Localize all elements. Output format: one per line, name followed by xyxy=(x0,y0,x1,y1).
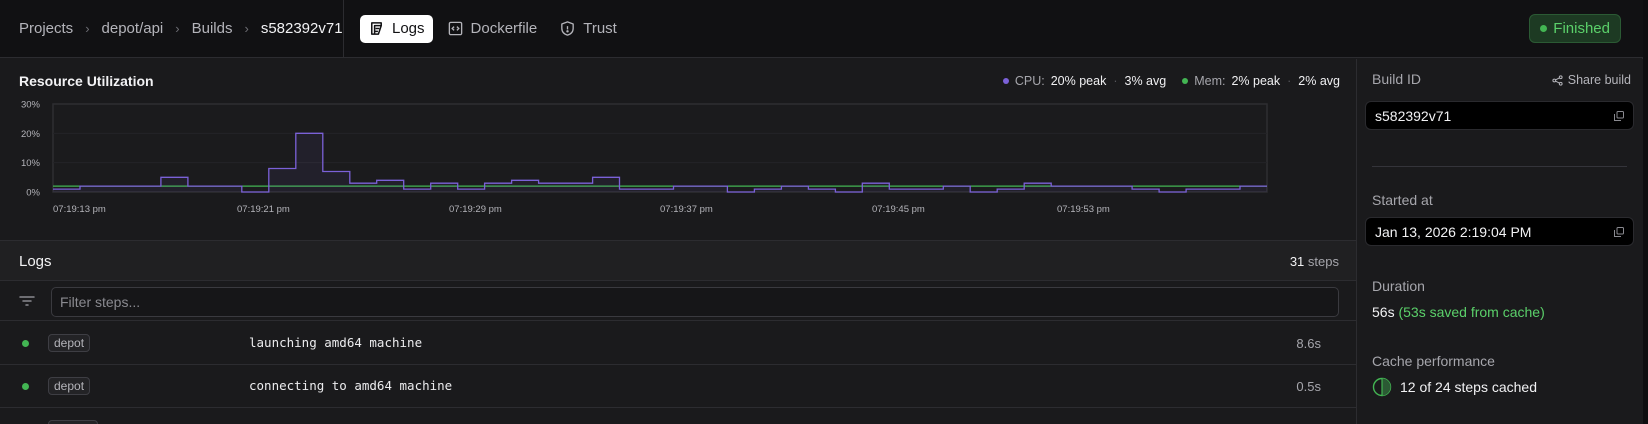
duration-total: 56s xyxy=(1372,304,1395,320)
svg-text:07:19:37 pm: 07:19:37 pm xyxy=(660,204,713,215)
svg-text:07:19:29 pm: 07:19:29 pm xyxy=(449,204,502,215)
breadcrumb-current-build: s582392v71 xyxy=(260,20,343,37)
separator-dot: · xyxy=(1287,74,1292,88)
copy-icon[interactable] xyxy=(1613,226,1625,238)
tab-dockerfile[interactable]: Dockerfile xyxy=(439,15,546,43)
chevron-right-icon: › xyxy=(244,21,249,36)
chart-title: Resource Utilization xyxy=(19,73,154,89)
legend-cpu-peak: 20% peak xyxy=(1050,74,1107,88)
status-badge: Finished xyxy=(1529,14,1621,43)
log-step-duration: 0.5s xyxy=(1296,379,1321,394)
duration-saved: (53s saved from cache) xyxy=(1398,304,1545,320)
resource-utilization-panel: Resource Utilization CPU: 20% peak · 3% … xyxy=(0,59,1356,241)
svg-text:07:19:13 pm: 07:19:13 pm xyxy=(53,204,106,215)
chevron-right-icon: › xyxy=(175,21,180,36)
breadcrumb-project[interactable]: depot/api xyxy=(101,20,164,37)
legend-cpu: CPU: 20% peak · 3% avg xyxy=(1002,74,1167,88)
cpu-dot-icon xyxy=(1002,78,1009,84)
source-badge: depot xyxy=(48,377,91,395)
shield-icon xyxy=(561,21,575,36)
source-badge: depot xyxy=(48,334,91,352)
source-badge xyxy=(48,420,98,424)
cache-text: 12 of 24 steps cached xyxy=(1400,379,1537,395)
cache-performance-label: Cache performance xyxy=(1372,353,1495,369)
tab-trust-label: Trust xyxy=(583,20,617,37)
legend-mem-peak: 2% peak xyxy=(1231,74,1281,88)
top-bar: Projects › depot/api › Builds › s582392v… xyxy=(0,0,1643,58)
share-icon xyxy=(1552,74,1563,86)
success-dot-icon xyxy=(22,340,29,347)
steps-count: 31 steps xyxy=(1290,254,1339,269)
svg-text:07:19:21 pm: 07:19:21 pm xyxy=(237,204,290,215)
duration-label: Duration xyxy=(1372,278,1425,294)
tab-trust[interactable]: Trust xyxy=(551,15,625,43)
chevron-right-icon: › xyxy=(85,21,90,36)
code-icon xyxy=(448,21,462,36)
steps-count-number: 31 xyxy=(1289,254,1305,269)
copy-icon[interactable] xyxy=(1613,110,1625,122)
legend-cpu-label: CPU: xyxy=(1014,74,1045,88)
chart-legend: CPU: 20% peak · 3% avg Mem: 2% peak · 2%… xyxy=(1002,74,1340,88)
build-id-value: s582392v71 xyxy=(1375,107,1452,124)
divider xyxy=(1372,166,1627,167)
legend-mem-label: Mem: xyxy=(1194,74,1226,88)
steps-count-label: steps xyxy=(1307,254,1339,269)
build-details-sidebar: Build ID Share build s582392v71 Started … xyxy=(1356,59,1643,424)
log-step-text: connecting to amd64 machine xyxy=(249,378,453,393)
status-dot-icon xyxy=(1540,25,1548,32)
success-dot-icon xyxy=(22,383,29,390)
started-at-label: Started at xyxy=(1372,192,1433,208)
filter-icon[interactable] xyxy=(18,294,36,308)
view-tabs: Logs Dockerfile Trust xyxy=(360,14,625,43)
duration-value: 56s (53s saved from cache) xyxy=(1372,304,1545,320)
tab-dockerfile-label: Dockerfile xyxy=(470,20,538,37)
window-edge xyxy=(1643,0,1648,424)
svg-text:30%: 30% xyxy=(21,100,41,111)
filter-row xyxy=(0,281,1356,321)
status-label: Finished xyxy=(1553,20,1610,37)
svg-text:07:19:45 pm: 07:19:45 pm xyxy=(872,204,925,215)
cache-performance: 12 of 24 steps cached xyxy=(1372,377,1537,397)
svg-text:0%: 0% xyxy=(26,188,40,199)
svg-text:10%: 10% xyxy=(21,158,41,169)
svg-text:07:19:53 pm: 07:19:53 pm xyxy=(1057,204,1110,215)
share-build-label: Share build xyxy=(1567,73,1631,87)
log-row[interactable] xyxy=(0,408,1356,424)
build-id-label: Build ID xyxy=(1372,71,1422,87)
scroll-icon xyxy=(371,22,382,35)
log-row[interactable]: depot launching amd64 machine 8.6s xyxy=(0,322,1356,365)
mem-dot-icon xyxy=(1182,78,1189,84)
svg-text:20%: 20% xyxy=(21,129,41,140)
filter-steps-input[interactable] xyxy=(51,287,1339,317)
separator-dot: · xyxy=(1113,74,1118,88)
cache-pie-icon xyxy=(1372,377,1392,397)
legend-mem: Mem: 2% peak · 2% avg xyxy=(1182,74,1340,88)
breadcrumb-projects[interactable]: Projects xyxy=(19,20,74,37)
started-at-value: Jan 13, 2026 2:19:04 PM xyxy=(1375,223,1532,240)
logs-header: Logs 31 steps xyxy=(0,241,1356,281)
breadcrumb: Projects › depot/api › Builds › s582392v… xyxy=(0,0,344,58)
build-id-field[interactable]: s582392v71 xyxy=(1365,101,1634,130)
started-at-field[interactable]: Jan 13, 2026 2:19:04 PM xyxy=(1365,217,1634,246)
tab-logs[interactable]: Logs xyxy=(360,14,433,43)
resource-chart[interactable]: 0% 10% 20% 30% 07:19:13 pm 07:19:21 pm 07:19:2… xyxy=(0,59,1356,241)
legend-mem-avg: 2% avg xyxy=(1298,74,1340,88)
legend-cpu-avg: 3% avg xyxy=(1124,74,1167,88)
log-step-text: launching amd64 machine xyxy=(249,335,423,350)
breadcrumb-builds[interactable]: Builds xyxy=(191,20,233,37)
logs-title: Logs xyxy=(19,253,52,270)
share-build-button[interactable]: Share build xyxy=(1552,73,1631,87)
log-step-duration: 8.6s xyxy=(1296,336,1321,351)
tab-logs-label: Logs xyxy=(392,20,425,37)
log-row[interactable]: depot connecting to amd64 machine 0.5s xyxy=(0,365,1356,408)
